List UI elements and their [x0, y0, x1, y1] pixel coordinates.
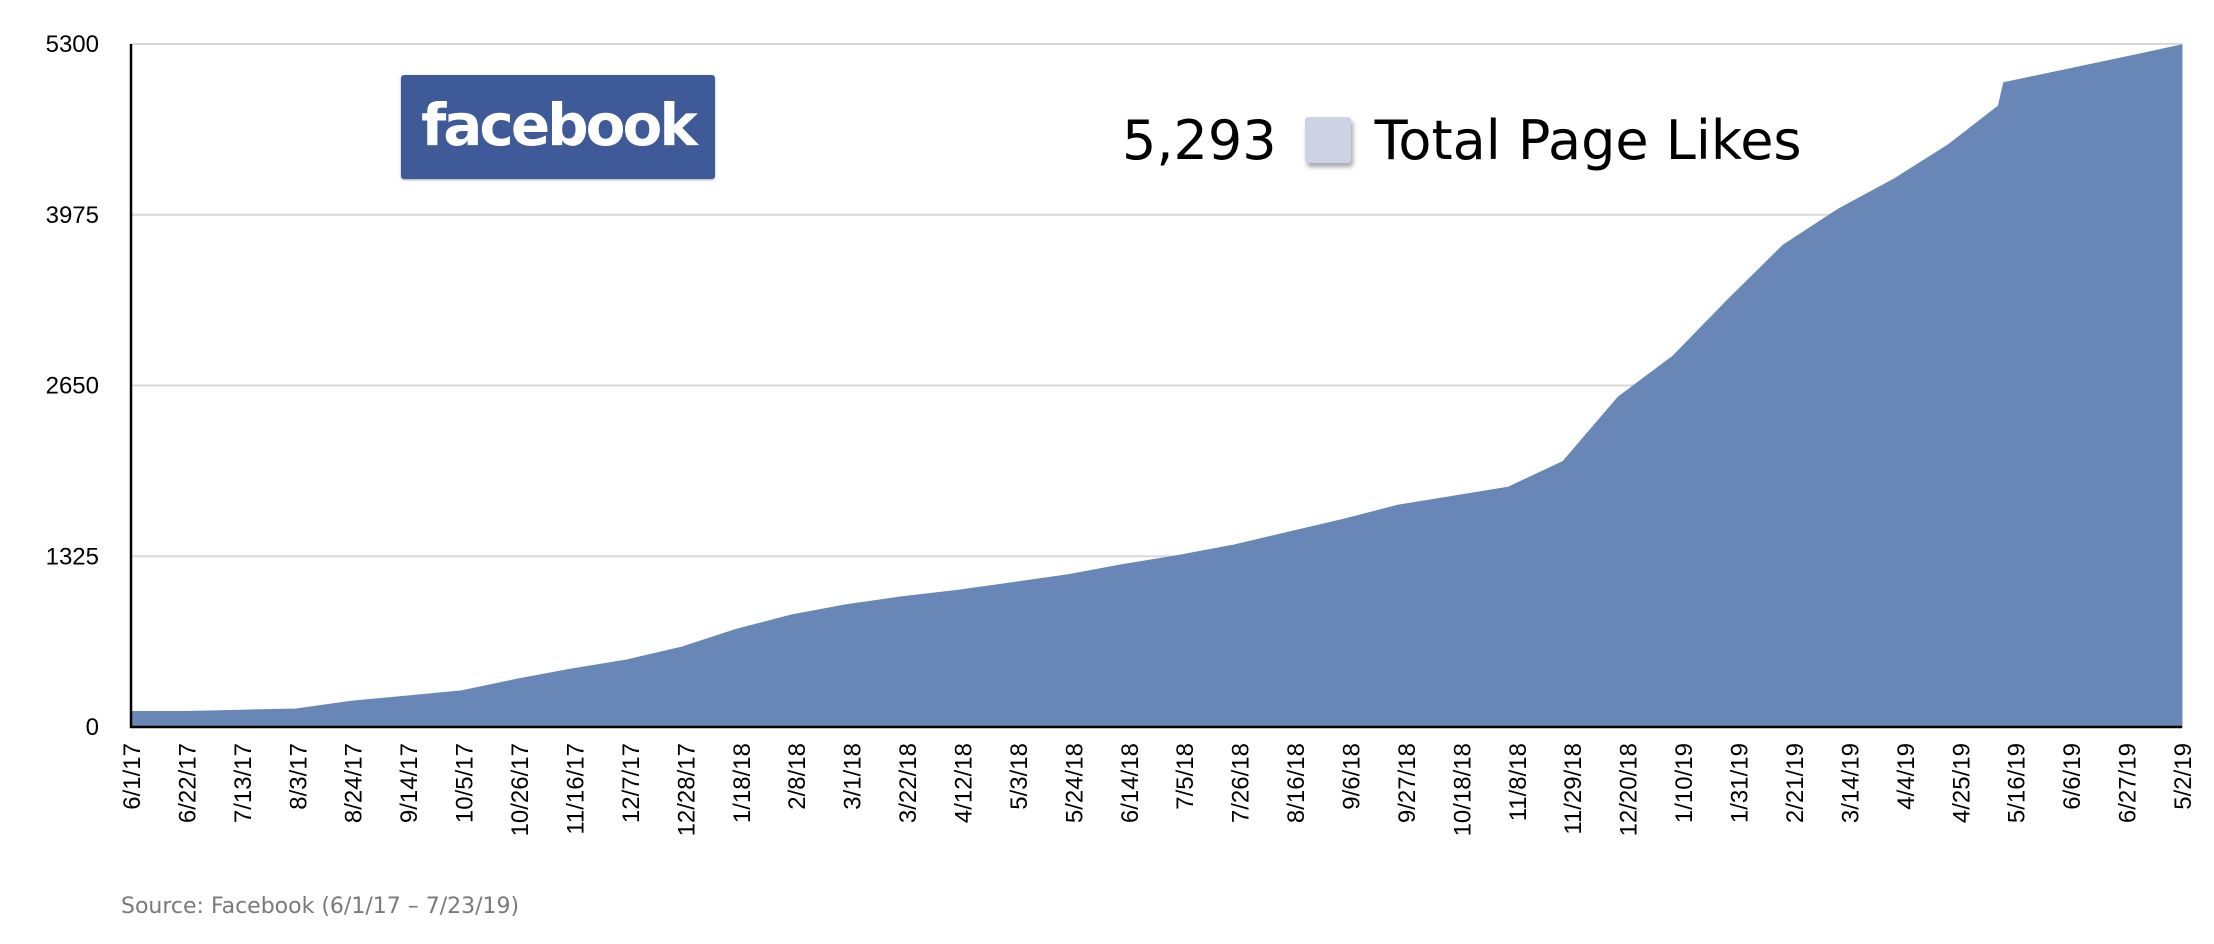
- source-note: Source: Facebook (6/1/17 – 7/23/19): [121, 894, 520, 919]
- y-tick-label: 5300: [46, 31, 99, 58]
- legend-total-value: 5,293: [1122, 108, 1277, 172]
- x-tick-label: 8/3/17: [285, 743, 312, 810]
- x-tick-label: 12/28/17: [673, 743, 700, 836]
- x-tick-label: 12/7/17: [618, 743, 645, 823]
- x-tick-label: 2/21/19: [1782, 743, 1809, 823]
- legend-swatch: [1304, 117, 1351, 163]
- x-tick-label: 8/24/17: [341, 743, 368, 823]
- x-tick-label: 6/22/17: [174, 743, 201, 823]
- legend: 5,293 Total Page Likes: [1122, 102, 1802, 178]
- x-tick-label: 10/26/17: [507, 743, 534, 836]
- x-tick-label: 5/16/19: [2004, 743, 2031, 823]
- x-tick-label: 4/25/19: [1948, 743, 1975, 823]
- x-tick-label: 7/13/17: [230, 743, 257, 823]
- legend-label: Total Page Likes: [1374, 108, 1802, 172]
- x-tick-label: 1/10/19: [1671, 743, 1698, 823]
- x-tick-label: 7/26/18: [1228, 743, 1255, 823]
- x-tick-label: 1/31/19: [1727, 743, 1754, 823]
- x-tick-label: 5/2/19: [2170, 743, 2197, 810]
- x-tick-label: 6/6/19: [2059, 743, 2086, 810]
- x-tick-label: 9/14/17: [396, 743, 423, 823]
- x-tick-label: 3/14/19: [1837, 743, 1864, 823]
- x-tick-label: 6/1/17: [119, 743, 146, 810]
- y-tick-label: 1325: [46, 543, 99, 570]
- x-tick-label: 5/24/18: [1061, 743, 1088, 823]
- x-tick-label: 10/18/18: [1449, 743, 1476, 836]
- y-tick-label: 0: [86, 714, 99, 741]
- y-tick-label: 2650: [46, 373, 99, 400]
- x-tick-label: 2/8/18: [784, 743, 811, 810]
- x-tick-label: 9/6/18: [1339, 743, 1366, 810]
- x-tick-label: 4/12/18: [950, 743, 977, 823]
- facebook-logo-text: facebook: [421, 91, 698, 159]
- x-tick-label: 11/8/18: [1505, 743, 1532, 821]
- x-tick-label: 7/5/18: [1172, 743, 1199, 810]
- x-tick-label: 3/1/18: [840, 743, 867, 810]
- x-tick-label: 11/29/18: [1560, 743, 1587, 835]
- facebook-logo: facebook: [401, 75, 715, 179]
- x-tick-label: 6/27/19: [2115, 743, 2142, 823]
- x-tick-label: 5/3/18: [1006, 743, 1033, 810]
- x-tick-label: 1/18/18: [729, 743, 756, 823]
- x-tick-label: 8/16/18: [1283, 743, 1310, 823]
- x-tick-label: 3/22/18: [895, 743, 922, 823]
- x-tick-label: 10/5/17: [452, 743, 479, 823]
- y-tick-label: 3975: [46, 202, 99, 229]
- x-tick-label: 4/4/19: [1893, 743, 1920, 810]
- x-tick-label: 9/27/18: [1394, 743, 1421, 823]
- area-series-total-page-likes: [130, 44, 2183, 728]
- x-tick-label: 11/16/17: [562, 743, 589, 835]
- x-tick-label: 6/14/18: [1117, 743, 1144, 823]
- x-tick-label: 12/20/18: [1616, 743, 1643, 836]
